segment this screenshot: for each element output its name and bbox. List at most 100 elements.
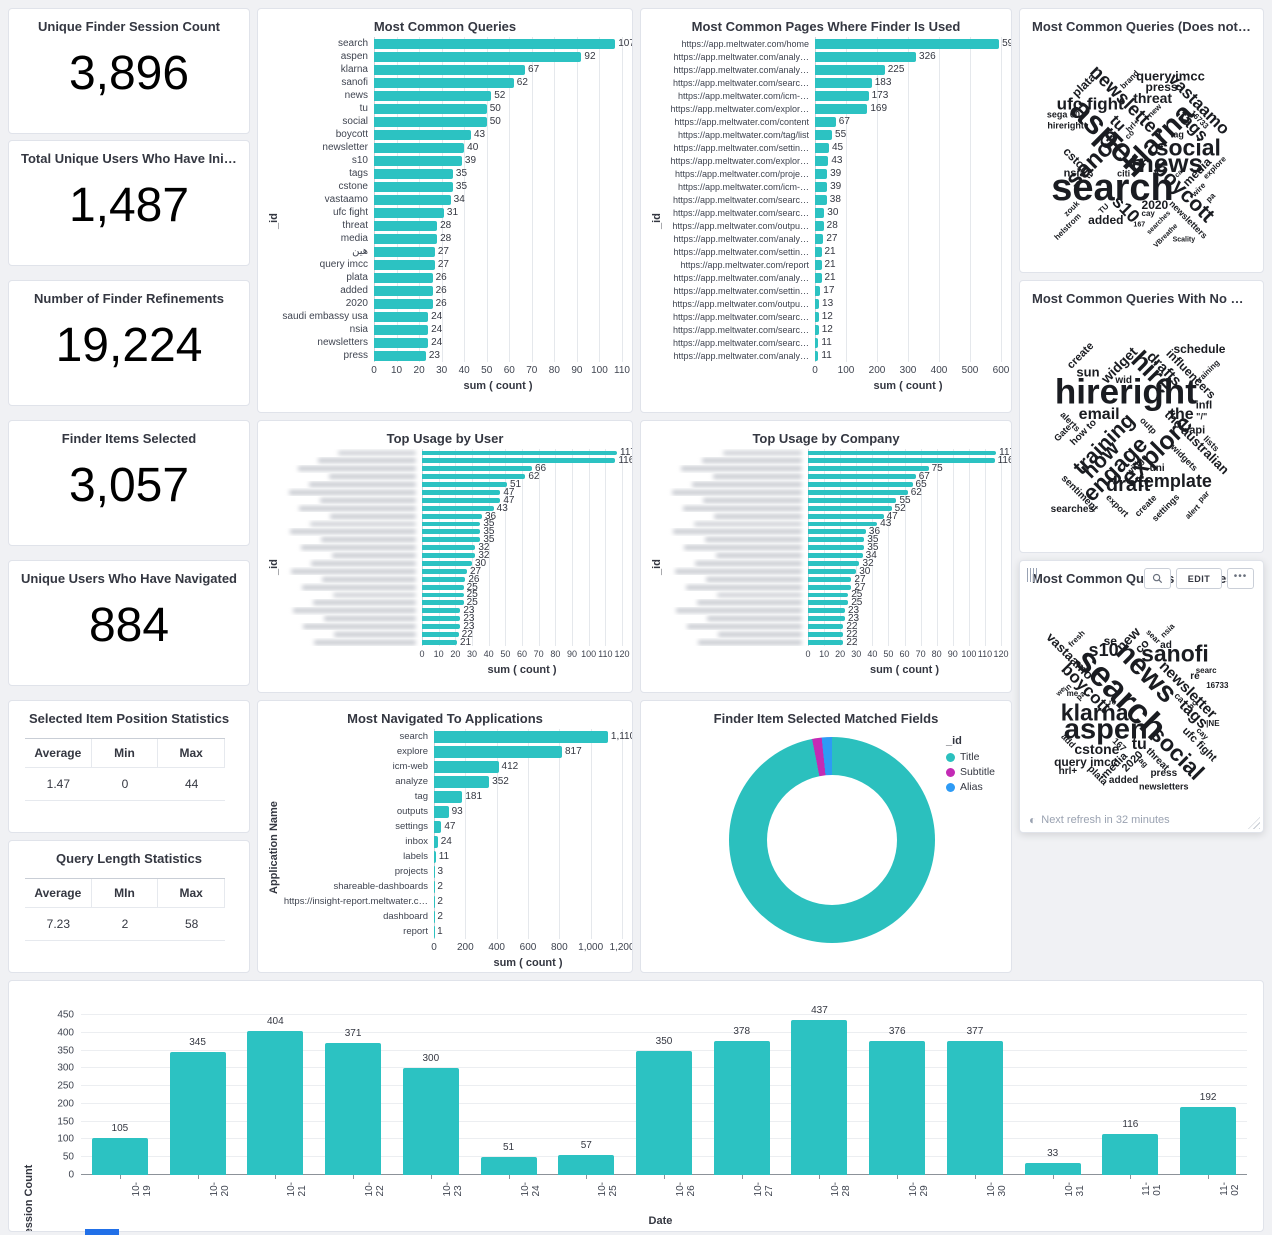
- cloud-word[interactable]: draft: [1105, 474, 1151, 497]
- bar[interactable]: [808, 592, 849, 598]
- bar[interactable]: [869, 1041, 926, 1175]
- bar[interactable]: [434, 730, 608, 743]
- cloud-word[interactable]: fresh: [1066, 628, 1087, 650]
- bar[interactable]: [434, 835, 438, 848]
- bar[interactable]: [422, 521, 481, 527]
- cloud-word[interactable]: export: [1104, 492, 1131, 519]
- cloud-word[interactable]: "/": [1196, 411, 1208, 422]
- bar[interactable]: [434, 760, 499, 773]
- bar[interactable]: [815, 272, 822, 283]
- bar[interactable]: [374, 103, 487, 114]
- panel-drag-handle[interactable]: [1027, 568, 1037, 582]
- bar[interactable]: [422, 616, 461, 622]
- cloud-word[interactable]: social: [1155, 134, 1221, 161]
- bar[interactable]: [808, 608, 845, 614]
- cloud-word[interactable]: query imcc: [1136, 68, 1205, 84]
- bar[interactable]: [422, 489, 501, 495]
- bar[interactable]: [374, 116, 487, 127]
- bar[interactable]: [815, 259, 822, 270]
- bar[interactable]: [808, 560, 860, 566]
- bar[interactable]: [815, 129, 833, 140]
- cloud-word[interactable]: api: [1189, 424, 1206, 437]
- cloud-word[interactable]: threat: [1133, 89, 1173, 106]
- bar[interactable]: [815, 90, 869, 101]
- bar[interactable]: [815, 38, 1000, 49]
- cloud-word[interactable]: |NE: [1206, 718, 1220, 728]
- bar[interactable]: [808, 513, 884, 519]
- bar[interactable]: [434, 790, 463, 803]
- bar[interactable]: [325, 1043, 382, 1175]
- cloud-word[interactable]: cay: [1141, 208, 1155, 218]
- bar[interactable]: [422, 608, 461, 614]
- bar[interactable]: [374, 194, 451, 205]
- bar[interactable]: [815, 181, 828, 192]
- cloud-word[interactable]: ro: [1109, 699, 1116, 707]
- bar[interactable]: [422, 592, 464, 598]
- bar[interactable]: [422, 537, 481, 543]
- bar[interactable]: [434, 745, 562, 758]
- cloud-word[interactable]: ufc fight: [1056, 94, 1124, 114]
- bar[interactable]: [808, 505, 892, 511]
- bar[interactable]: [374, 324, 429, 335]
- bar[interactable]: [374, 311, 429, 322]
- bar[interactable]: [636, 1050, 692, 1175]
- cloud-word[interactable]: hireright: [1054, 372, 1197, 412]
- bar[interactable]: [374, 77, 514, 88]
- bar[interactable]: [815, 285, 821, 296]
- bar[interactable]: [374, 220, 438, 231]
- edit-button[interactable]: EDIT: [1176, 568, 1222, 589]
- bar[interactable]: [422, 639, 457, 645]
- cloud-word[interactable]: cstone: [1074, 741, 1120, 758]
- bar[interactable]: [422, 474, 526, 480]
- cloud-word[interactable]: nsia: [1063, 167, 1086, 180]
- cloud-word[interactable]: re: [1190, 671, 1200, 683]
- cloud-word[interactable]: s10: [1088, 639, 1119, 660]
- bar[interactable]: [808, 466, 929, 472]
- bar[interactable]: [815, 233, 824, 244]
- bar[interactable]: [808, 584, 852, 590]
- cloud-word[interactable]: nsia: [1159, 621, 1177, 640]
- bar[interactable]: [434, 850, 436, 863]
- bar[interactable]: [247, 1031, 304, 1175]
- cloud-word[interactable]: query imcc: [1054, 754, 1118, 769]
- bar[interactable]: [169, 1052, 226, 1175]
- bar[interactable]: [422, 450, 617, 456]
- bar[interactable]: [422, 568, 467, 574]
- cloud-word[interactable]: se: [1103, 634, 1117, 649]
- panel-resize-handle[interactable]: [1248, 817, 1260, 829]
- cloud-word[interactable]: aspen: [1063, 713, 1148, 746]
- bar[interactable]: [422, 505, 494, 511]
- bar[interactable]: [815, 298, 820, 309]
- bar[interactable]: [815, 207, 825, 218]
- bar[interactable]: [374, 90, 492, 101]
- bar[interactable]: [422, 529, 481, 535]
- cloud-word[interactable]: press: [1150, 768, 1178, 780]
- bar[interactable]: [815, 194, 827, 205]
- cloud-word[interactable]: email: [1078, 405, 1120, 423]
- bar[interactable]: [815, 350, 819, 361]
- cloud-word[interactable]: citi: [1117, 168, 1131, 179]
- bar[interactable]: [808, 458, 995, 464]
- bar[interactable]: [402, 1068, 459, 1175]
- bar[interactable]: [815, 155, 829, 166]
- cloud-word[interactable]: searc: [1195, 665, 1217, 675]
- bar[interactable]: [808, 482, 913, 487]
- bar[interactable]: [374, 350, 426, 361]
- bar[interactable]: [808, 474, 916, 480]
- bar[interactable]: [434, 805, 449, 818]
- bar[interactable]: [422, 513, 482, 519]
- bar[interactable]: [815, 337, 819, 348]
- cloud-word[interactable]: press: [1145, 79, 1178, 94]
- cloud-word[interactable]: tu: [1131, 735, 1147, 753]
- bar[interactable]: [808, 568, 857, 574]
- more-options-button[interactable]: •••: [1227, 568, 1254, 589]
- bar[interactable]: [815, 103, 868, 114]
- bar[interactable]: [374, 337, 429, 348]
- bar[interactable]: [1024, 1163, 1081, 1175]
- cloud-word[interactable]: newsletters: [1139, 781, 1189, 792]
- cloud-word[interactable]: search: [1051, 166, 1174, 209]
- bar[interactable]: [422, 560, 472, 566]
- cloud-word[interactable]: uni: [1149, 463, 1165, 475]
- cloud-word[interactable]: wid: [1115, 374, 1132, 386]
- bar[interactable]: [422, 458, 616, 464]
